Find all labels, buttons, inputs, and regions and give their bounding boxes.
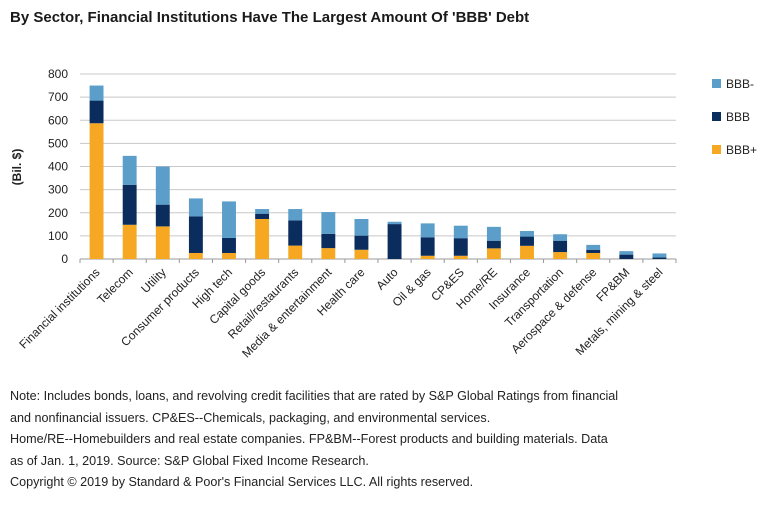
bar-segment-bbbminus [586,244,601,250]
y-tick-label: 0 [61,252,68,266]
x-tick-label: Financial institutions [16,265,102,351]
bar-segment-bbbplus [155,226,170,259]
bar-segment-bbbplus [321,248,336,259]
bar-segment-bbbplus [586,252,601,259]
stacked-bar-chart: 0 100 200 300 400 500 600 700 800 (Bil. $) Financi… [10,67,757,360]
bar-segment-bbbplus [222,252,236,259]
y-tick-label: 100 [48,229,68,243]
copyright-line: Copyright © 2019 by Standard & Poor's Fi… [10,475,474,489]
bar-segment-bbbminus [354,218,369,236]
legend-swatch [712,145,721,154]
bar-segment-bbb [321,233,336,249]
bar-segment-bbb [420,237,435,256]
bar-segment-bbbminus [155,166,170,205]
bar-segment-bbbminus [122,155,137,185]
bar-segment-bbbminus [553,234,568,241]
bar-segment-bbb [188,216,203,253]
bar-segment-bbbminus [486,226,501,241]
bar-segment-bbbminus [288,209,303,221]
bar-segment-bbb [354,235,369,250]
bar-segment-bbbminus [321,212,336,234]
bar-segment-bbbplus [520,245,534,259]
bar-segment-bbb [387,224,402,259]
bar-segment-bbb [520,236,534,246]
bar-segment-bbb [155,204,170,227]
bar-segment-bbb [89,100,104,124]
bar-segment-bbbminus [387,221,402,225]
bar-segment-bbbplus [89,123,104,259]
bar-segment-bbbminus [255,209,270,214]
y-tick-label: 800 [48,67,68,81]
chart-notes: Note: Includes bonds, loans, and revolvi… [10,386,760,494]
bar-segment-bbbminus [188,198,203,217]
bar-segment-bbbminus [652,253,667,258]
x-tick-label: Telecom [94,265,135,306]
bar-segment-bbbminus [619,251,634,255]
bar-segment-bbb [288,220,303,246]
bar-segment-bbb [553,240,568,253]
bar-segment-bbbplus [354,249,369,259]
bar-segment-bbb [255,213,270,219]
y-tick-label: 300 [48,183,68,197]
y-tick-label: 500 [48,136,68,150]
legend-swatch [712,79,721,88]
bar-segment-bbb [122,184,137,225]
bar-segment-bbbminus [453,225,468,239]
bar-segment-bbbminus [420,223,435,238]
note-line: Home/RE--Homebuilders and real estate co… [10,432,608,446]
bar-segment-bbb [652,257,667,259]
bar-segment-bbbplus [553,252,568,259]
legend-swatch [712,112,721,121]
note-line: Note: Includes bonds, loans, and revolvi… [10,389,619,403]
bar-segment-bbbminus [222,201,236,238]
x-tick-label: Utility [138,265,169,296]
y-axis-label: (Bil. $) [10,149,24,186]
legend-label: BBB+ [726,143,757,157]
bar-segment-bbbplus [255,218,270,259]
x-tick-label: Auto [373,265,401,293]
legend-label: BBB [726,110,750,124]
y-tick-label: 600 [48,113,68,127]
bar-segment-bbbplus [486,248,501,259]
y-tick-label: 400 [48,160,68,174]
bar-segment-bbbplus [122,224,137,259]
note-line: as of Jan. 1, 2019. Source: S&P Global F… [10,453,369,468]
bar-segment-bbbplus [288,245,303,259]
bar-segment-bbb [222,237,236,253]
chart-title: By Sector, Financial Institutions Have T… [10,9,530,26]
bar-segment-bbb [619,254,634,259]
bar-segment-bbb [586,249,601,253]
bar-segment-bbb [453,238,468,256]
bar-segment-bbb [486,240,501,249]
y-tick-label: 700 [48,90,68,104]
bar-segment-bbbplus [420,255,435,259]
legend-label: BBB- [726,77,754,91]
bar-segment-bbbplus [453,255,468,259]
bar-segment-bbbminus [89,85,104,101]
note-line: and nonfinancial issuers. CP&ES--Chemica… [10,410,491,425]
y-tick-label: 200 [48,206,68,220]
bar-segment-bbbplus [188,252,203,259]
bar-segment-bbbminus [520,231,534,237]
